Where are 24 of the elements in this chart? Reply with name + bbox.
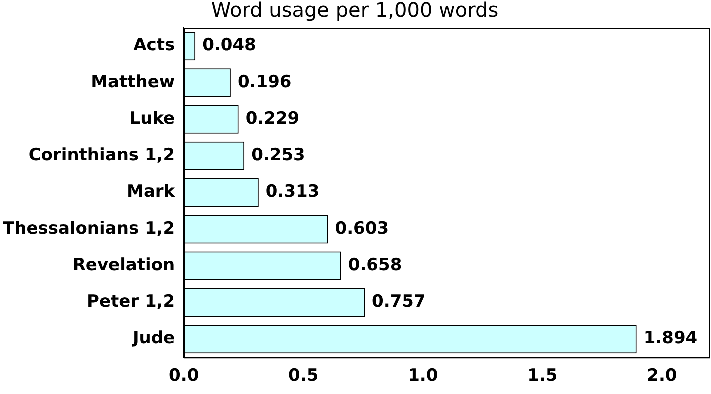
x-tick-label: 0.0 bbox=[169, 366, 200, 386]
data-label: 0.229 bbox=[246, 108, 300, 129]
data-label: 0.196 bbox=[238, 72, 292, 92]
data-label: 0.313 bbox=[266, 182, 320, 202]
data-label: 0.048 bbox=[202, 36, 256, 56]
y-tick-label: Thessalonians 1,2 bbox=[2, 218, 176, 239]
x-tick-label: 1.0 bbox=[408, 366, 438, 386]
y-tick-label: Mark bbox=[127, 182, 176, 202]
chart-title: Word usage per 1,000 words bbox=[211, 0, 499, 22]
data-label: 0.658 bbox=[348, 255, 402, 276]
y-tick-label: Jude bbox=[132, 328, 176, 349]
x-tick-label: 2.0 bbox=[647, 366, 678, 386]
y-tick-label: Acts bbox=[134, 36, 176, 56]
y-tick-label: Corinthians 1,2 bbox=[28, 146, 176, 166]
data-label: 0.757 bbox=[372, 292, 426, 312]
x-tick-label: 1.5 bbox=[528, 366, 558, 386]
data-label: 0.253 bbox=[252, 146, 306, 166]
x-tick-label: 0.5 bbox=[288, 366, 319, 386]
y-tick-label: Luke bbox=[130, 108, 176, 129]
y-tick-label: Peter 1,2 bbox=[87, 292, 176, 312]
y-tick-label: Revelation bbox=[72, 255, 176, 276]
y-tick-label: Matthew bbox=[91, 72, 176, 92]
data-label: 1.894 bbox=[644, 328, 698, 349]
data-label: 0.603 bbox=[335, 218, 390, 239]
